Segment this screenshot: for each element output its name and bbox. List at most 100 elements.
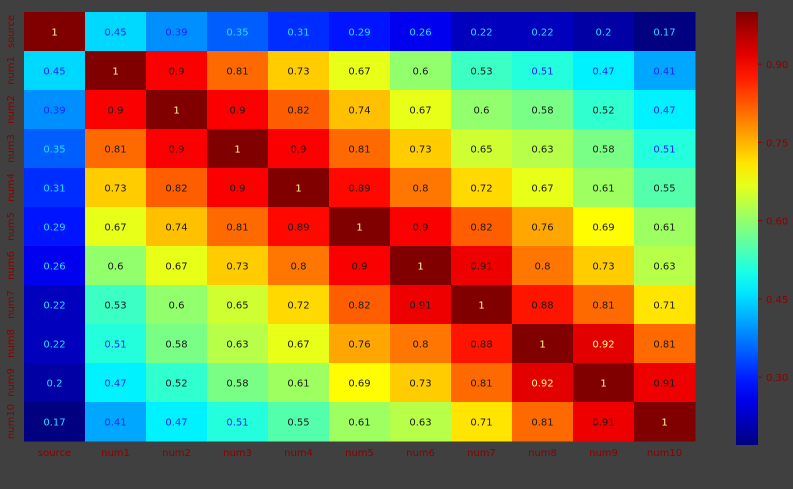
- heatmap-cell: [390, 12, 452, 52]
- heatmap-cell: [390, 402, 452, 442]
- heatmap-cells: 1 0.45 0.39 0.35 0.31 0.29 0.26 0.22 0.22 0.2 0.17…: [24, 12, 696, 442]
- heatmap-cell: [451, 129, 513, 169]
- heatmap-cell: [634, 51, 696, 91]
- colorbar-tick-label: 0.60: [766, 217, 788, 228]
- heatmap-cell: [451, 402, 513, 442]
- heatmap-cell: [24, 363, 86, 403]
- heatmap-cell: [146, 285, 208, 325]
- heatmap-cell: [24, 51, 86, 91]
- y-tick-label: source: [6, 15, 17, 48]
- y-axis-ticks: source num1 num2 num3 num4 num5 num6 num7 num8 nu…: [6, 15, 17, 439]
- y-tick-label: num2: [6, 95, 17, 124]
- heatmap-cell: [634, 324, 696, 364]
- cell-value-label: 0.8: [535, 262, 551, 273]
- cell-value-label: 0.41: [104, 418, 126, 429]
- heatmap-cell: [390, 363, 452, 403]
- cell-value-label: 0.9: [230, 184, 246, 195]
- cell-value-label: 0.65: [470, 145, 492, 156]
- heatmap-cell: [512, 285, 574, 325]
- heatmap-cell: [390, 324, 452, 364]
- cell-value-label: 0.8: [413, 184, 429, 195]
- heatmap-cell: [268, 363, 330, 403]
- cell-value-label: 0.89: [348, 184, 370, 195]
- heatmap-cell: [24, 207, 86, 247]
- cell-value-label: 0.6: [108, 262, 124, 273]
- heatmap-cell: [207, 90, 269, 130]
- cell-value-label: 0.92: [531, 379, 553, 390]
- x-tick-label: num1: [101, 448, 130, 459]
- heatmap-cell: [451, 51, 513, 91]
- heatmap-cell: [573, 12, 635, 52]
- colorbar: [736, 12, 758, 445]
- heatmap-cell: [573, 207, 635, 247]
- heatmap-cell: [512, 363, 574, 403]
- cell-value-label: 0.61: [287, 379, 309, 390]
- heatmap-cell: [24, 168, 86, 208]
- heatmap-cell: [146, 12, 208, 52]
- heatmap-cell: [268, 90, 330, 130]
- cell-value-label: 0.81: [226, 67, 248, 78]
- cell-value-label: 0.51: [531, 67, 553, 78]
- cell-value-label: 0.63: [226, 340, 248, 351]
- heatmap-cell: [24, 246, 86, 286]
- heatmap-cell: [573, 168, 635, 208]
- heatmap-cell: [146, 90, 208, 130]
- cell-value-label: 0.39: [43, 106, 65, 117]
- y-tick-label: num9: [6, 368, 17, 397]
- cell-value-label: 0.2: [47, 379, 63, 390]
- cell-value-label: 0.91: [592, 418, 614, 429]
- cell-value-label: 0.67: [287, 340, 309, 351]
- y-tick-label: num3: [6, 134, 17, 163]
- heatmap-cell: [146, 207, 208, 247]
- cell-value-label: 0.76: [531, 223, 553, 234]
- heatmap-cell: [85, 168, 147, 208]
- cell-value-label: 0.69: [592, 223, 614, 234]
- colorbar-tick-label: 0.90: [766, 60, 788, 71]
- heatmap-cell: [390, 246, 452, 286]
- cell-value-label: 0.51: [653, 145, 675, 156]
- colorbar-tick-label: 0.30: [766, 373, 788, 384]
- cell-value-label: 0.45: [104, 28, 126, 39]
- heatmap-cell: [268, 129, 330, 169]
- heatmap-cell: [24, 285, 86, 325]
- x-tick-label: num8: [528, 448, 557, 459]
- heatmap-cell: [207, 51, 269, 91]
- heatmap-cell: [390, 207, 452, 247]
- cell-value-label: 0.58: [592, 145, 614, 156]
- x-tick-label: source: [38, 448, 71, 459]
- cell-value-label: 0.17: [653, 28, 675, 39]
- x-tick-label: num4: [284, 448, 313, 459]
- cell-value-label: 0.8: [413, 340, 429, 351]
- heatmap-cell: [85, 363, 147, 403]
- x-tick-label: num5: [345, 448, 374, 459]
- heatmap-cell: [329, 402, 391, 442]
- heatmap-cell: [512, 324, 574, 364]
- colorbar-tick-label: 0.45: [766, 295, 788, 306]
- heatmap-cell: [634, 285, 696, 325]
- x-tick-label: num10: [647, 448, 682, 459]
- cell-value-label: 0.73: [287, 67, 309, 78]
- cell-value-label: 1: [539, 340, 545, 351]
- cell-value-label: 0.31: [287, 28, 309, 39]
- heatmap-cell: [512, 129, 574, 169]
- cell-value-label: 0.51: [226, 418, 248, 429]
- cell-value-label: 0.51: [104, 340, 126, 351]
- heatmap-cell: [573, 363, 635, 403]
- heatmap-cell: [573, 402, 635, 442]
- x-tick-label: num7: [467, 448, 496, 459]
- heatmap-cell: [573, 51, 635, 91]
- y-tick-label: num8: [6, 329, 17, 358]
- heatmap-cell: [85, 90, 147, 130]
- heatmap-cell: [573, 246, 635, 286]
- cell-value-label: 0.58: [531, 106, 553, 117]
- heatmap-cell: [146, 363, 208, 403]
- heatmap-cell: [573, 129, 635, 169]
- cell-value-label: 1: [173, 106, 179, 117]
- cell-value-label: 0.29: [348, 28, 370, 39]
- heatmap-cell: [85, 207, 147, 247]
- heatmap-cell: [268, 285, 330, 325]
- cell-value-label: 0.47: [104, 379, 126, 390]
- heatmap-cell: [146, 168, 208, 208]
